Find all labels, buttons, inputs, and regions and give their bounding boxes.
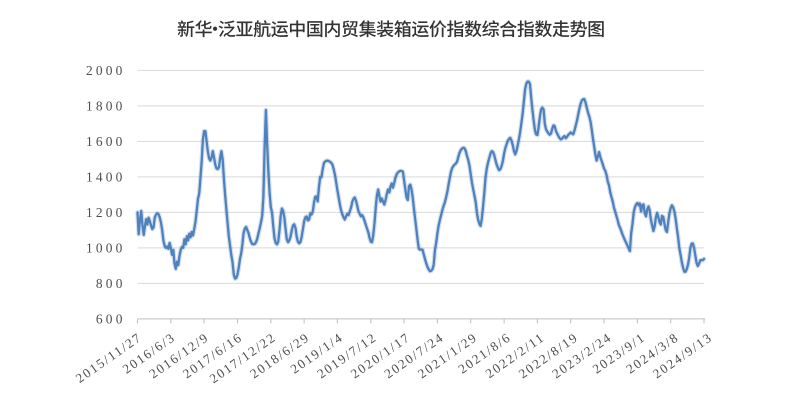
svg-text:800: 800 — [96, 276, 126, 291]
svg-text:2000: 2000 — [86, 63, 126, 78]
svg-text:600: 600 — [96, 311, 126, 326]
svg-text:1200: 1200 — [86, 205, 126, 220]
svg-text:1000: 1000 — [86, 240, 126, 255]
svg-text:1400: 1400 — [86, 169, 126, 184]
svg-text:1600: 1600 — [86, 134, 126, 149]
svg-text:1800: 1800 — [86, 98, 126, 113]
